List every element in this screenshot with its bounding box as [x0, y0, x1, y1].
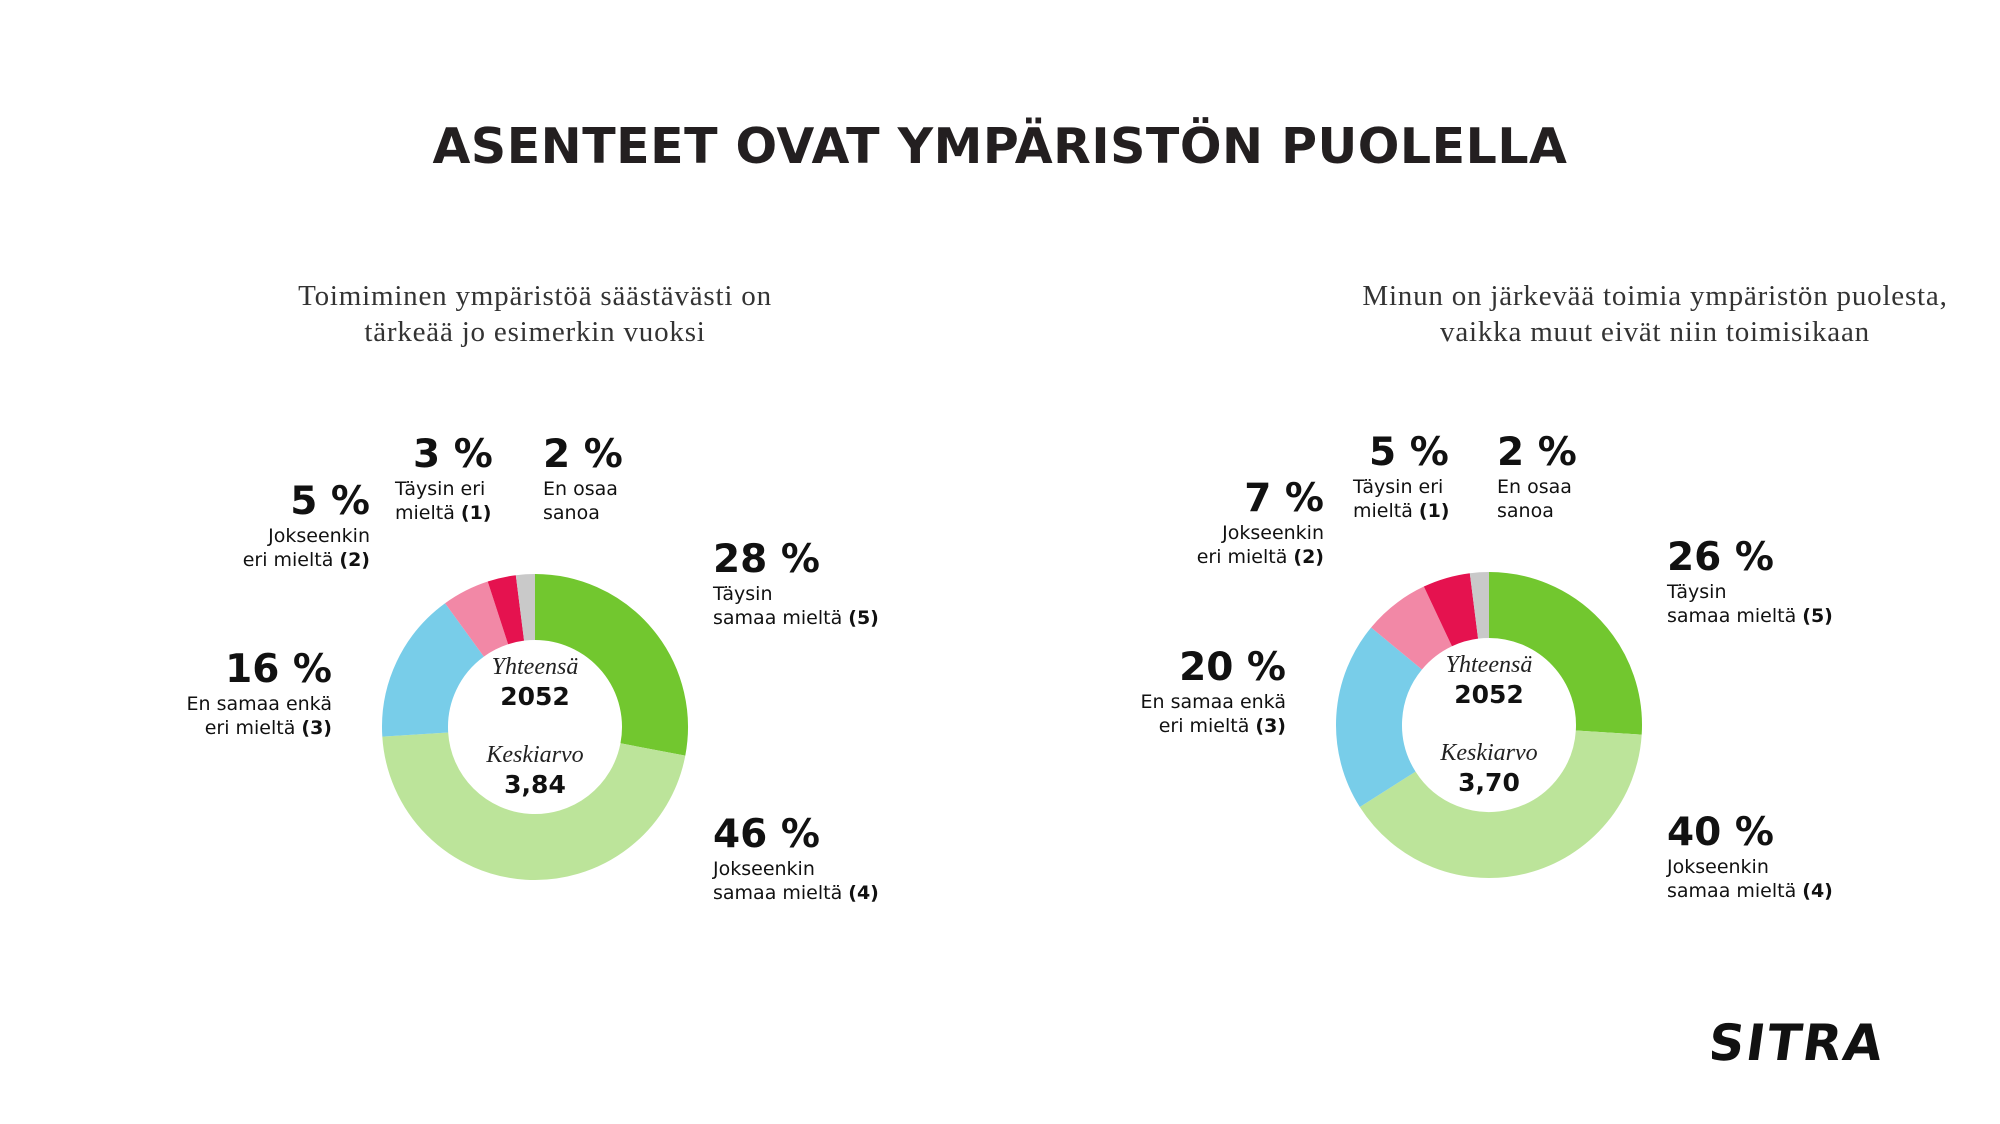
slice-code: (4) — [848, 882, 879, 904]
slice-label-jokseenkin-eri: 5 % Jokseenkin eri mieltä (2) — [170, 480, 370, 572]
slice-desc-1: Täysin eri — [1353, 476, 1444, 498]
donut-slice-taysin-samaa — [1487, 572, 1642, 735]
mean-value: 3,84 — [504, 770, 566, 799]
slice-desc-2: eri mieltä — [242, 549, 334, 571]
sitra-logo: SITRA — [1712, 1018, 1889, 1068]
slice-pct: 40 % — [1667, 810, 1774, 855]
slice-pct: 3 % — [413, 432, 493, 477]
slice-pct: 5 % — [290, 479, 370, 524]
slice-pct: 5 % — [1369, 430, 1449, 475]
slice-label-en-osaa: 2 % En osaa sanoa — [1497, 431, 1577, 523]
slice-desc-2: mieltä — [1353, 500, 1413, 522]
slice-pct: 28 % — [713, 537, 820, 582]
slice-desc-2: eri mieltä — [1196, 546, 1288, 568]
slice-desc-2: eri mieltä — [204, 717, 296, 739]
slice-desc-1: Jokseenkin — [713, 858, 815, 880]
slice-desc-2: samaa mieltä — [713, 607, 843, 629]
chart-subtitle: Minun on järkevää toimia ympäristön puol… — [1305, 278, 2000, 350]
donut-slice-neutral — [382, 603, 485, 737]
slice-code: (1) — [460, 502, 492, 524]
slice-desc-2: mieltä — [395, 502, 455, 524]
mean-label: Keskiarvo — [1440, 740, 1538, 766]
slice-desc-1: Jokseenkin — [268, 525, 370, 547]
donut-chart-right: Minun on järkevää toimia ympäristön puol… — [1000, 0, 2000, 1124]
slice-label-jokseenkin-samaa: 40 % Jokseenkin samaa mieltä (4) — [1667, 811, 1833, 903]
slice-code: (2) — [339, 549, 370, 571]
slice-code: (5) — [1802, 605, 1833, 627]
slice-desc-1: Jokseenkin — [1667, 856, 1769, 878]
slice-code: (1) — [1418, 500, 1450, 522]
donut-chart-left: Toimiminen ympäristöä säästävästi on tär… — [130, 278, 885, 905]
slice-label-taysin-eri: 5 % Täysin eri mieltä (1) — [1353, 431, 1450, 523]
slice-label-taysin-samaa: 26 % Täysin samaa mieltä (5) — [1667, 536, 1833, 628]
slice-desc-2: samaa mieltä — [1667, 605, 1797, 627]
slice-desc-2: sanoa — [1497, 500, 1554, 522]
donut-slice-jokseenkin-eri — [1371, 586, 1454, 671]
slice-pct: 20 % — [1179, 645, 1286, 690]
slice-pct: 26 % — [1667, 535, 1774, 580]
donut-slice-neutral — [1336, 627, 1423, 807]
donut-center: Yhteensä 2052 Keskiarvo 3,70 — [1389, 650, 1589, 798]
donut-slice-jokseenkin-samaa — [1359, 729, 1642, 878]
chart-subtitle: Toimiminen ympäristöä säästävästi on tär… — [185, 278, 885, 350]
slice-label-jokseenkin-eri: 7 % Jokseenkin eri mieltä (2) — [1124, 477, 1324, 569]
mean-value: 3,70 — [1458, 768, 1520, 797]
slice-pct: 46 % — [713, 812, 820, 857]
slice-label-neutral: 20 % En samaa enkä eri mieltä (3) — [1084, 646, 1286, 738]
slice-label-neutral: 16 % En samaa enkä eri mieltä (3) — [130, 648, 332, 740]
slice-desc-1: En osaa — [1497, 476, 1572, 498]
slice-desc-2: samaa mieltä — [1667, 880, 1797, 902]
total-label: Yhteensä — [491, 654, 579, 680]
donut-slice-taysin-samaa — [533, 574, 688, 756]
slice-desc-2: eri mieltä — [1158, 715, 1250, 737]
slice-label-en-osaa: 2 % En osaa sanoa — [543, 433, 623, 525]
slice-pct: 16 % — [225, 647, 332, 692]
donut-slice-jokseenkin-samaa — [382, 731, 686, 880]
sitra-logo-text: SITRA — [1712, 1018, 1889, 1068]
donut-slice-en-osaa — [515, 574, 536, 641]
slice-code: (4) — [1802, 880, 1833, 902]
subtitle-line-1: Minun on järkevää toimia ympäristön puol… — [1362, 280, 1948, 312]
slice-desc-1: En osaa — [543, 478, 618, 500]
slice-code: (2) — [1293, 546, 1324, 568]
slice-label-taysin-eri: 3 % Täysin eri mieltä (1) — [395, 433, 493, 525]
donut-slice-en-osaa — [1469, 572, 1490, 639]
slice-desc-1: En samaa enkä — [1140, 691, 1286, 713]
slice-desc-2: samaa mieltä — [713, 882, 843, 904]
donut-slice-taysin-eri — [1423, 573, 1480, 647]
page-title: ASENTEET OVAT YMPÄRISTÖN PUOLELLA — [432, 118, 1568, 175]
mean-label: Keskiarvo — [486, 742, 584, 768]
slice-code: (3) — [301, 717, 332, 739]
donut-slice-taysin-eri — [487, 575, 525, 645]
donut-svg — [1336, 572, 1642, 878]
slice-desc-1: En samaa enkä — [186, 693, 332, 715]
donut-center: Yhteensä 2052 Keskiarvo 3,84 — [435, 652, 635, 800]
total-value: 2052 — [500, 682, 570, 711]
subtitle-line-1: Toimiminen ympäristöä säästävästi on — [298, 280, 772, 312]
slice-desc-1: Täysin — [1667, 581, 1727, 603]
donut-svg — [382, 574, 688, 880]
slice-code: (5) — [848, 607, 879, 629]
slice-code: (3) — [1255, 715, 1286, 737]
donut-slice-jokseenkin-eri — [445, 581, 510, 658]
subtitle-line-2: tärkeää jo esimerkin vuoksi — [364, 316, 706, 348]
slice-desc-1: Täysin — [713, 583, 773, 605]
total-value: 2052 — [1454, 680, 1524, 709]
slice-desc-1: Täysin eri — [395, 478, 486, 500]
slice-label-taysin-samaa: 28 % Täysin samaa mieltä (5) — [713, 538, 879, 630]
subtitle-line-2: vaikka muut eivät niin toimisikaan — [1440, 316, 1870, 348]
slice-pct: 2 % — [1497, 430, 1577, 475]
slice-label-jokseenkin-samaa: 46 % Jokseenkin samaa mieltä (4) — [713, 813, 879, 905]
slice-desc-2: sanoa — [543, 502, 600, 524]
slice-pct: 7 % — [1244, 476, 1324, 521]
slice-pct: 2 % — [543, 432, 623, 477]
total-label: Yhteensä — [1445, 652, 1533, 678]
slice-desc-1: Jokseenkin — [1222, 522, 1324, 544]
